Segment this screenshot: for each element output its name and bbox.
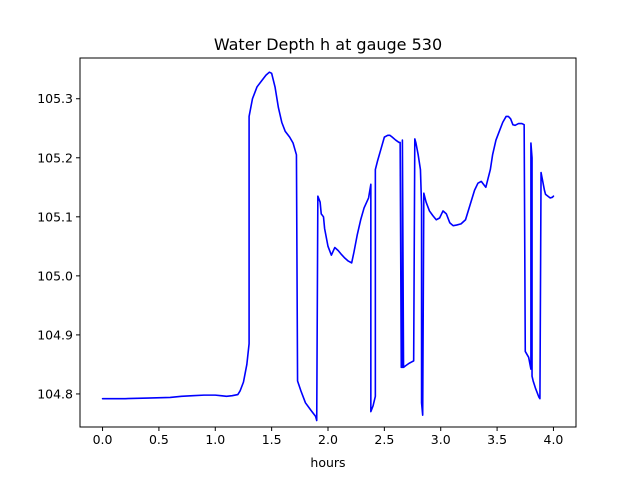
y-tick-label: 104.8 (37, 386, 73, 401)
series-line-0 (101, 71, 555, 422)
x-tick-label: 0.5 (149, 432, 169, 447)
x-tick-label: 0.0 (93, 432, 113, 447)
y-tick-label: 105.1 (37, 209, 73, 224)
y-axis: 104.8 104.9 105.0 105.1 105.2 105.3 (37, 91, 80, 401)
x-axis-label: hours (310, 455, 345, 470)
x-tick-label: 1.0 (205, 432, 225, 447)
y-tick-label: 105.3 (37, 91, 73, 106)
x-tick-label: 3.0 (431, 432, 451, 447)
x-tick-label: 2.5 (374, 432, 394, 447)
y-tick-label: 104.9 (37, 327, 73, 342)
x-tick-label: 4.0 (544, 432, 564, 447)
series-layer (101, 71, 555, 422)
x-tick-label: 2.0 (318, 432, 338, 447)
x-tick-label: 3.5 (487, 432, 507, 447)
y-tick-label: 105.2 (37, 150, 73, 165)
x-axis: 0.0 0.5 1.0 1.5 2.0 2.5 3.0 3.5 4.0 (93, 427, 564, 447)
chart-title: Water Depth h at gauge 530 (214, 35, 442, 54)
x-tick-label: 1.5 (262, 432, 282, 447)
y-tick-label: 105.0 (37, 268, 73, 283)
